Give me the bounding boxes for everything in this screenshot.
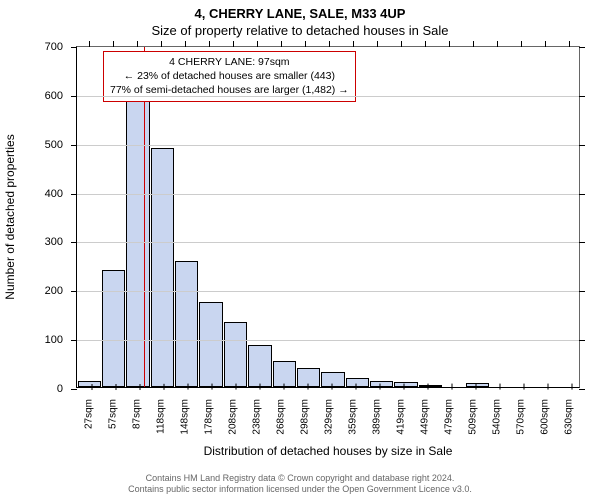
- x-tick-label: 238sqm: [252, 387, 263, 435]
- footer-line-2: Contains public sector information licen…: [0, 484, 600, 496]
- x-tick-label: 600sqm: [540, 387, 551, 435]
- x-tick-label: 359sqm: [348, 387, 359, 435]
- x-tick-mark-top: [377, 41, 378, 47]
- x-tick-mark-top: [233, 41, 234, 47]
- gridline: [77, 194, 579, 195]
- histogram-bar: [175, 261, 198, 387]
- x-tick-label: 570sqm: [516, 387, 527, 435]
- plot-area: 4 CHERRY LANE: 97sqm ← 23% of detached h…: [76, 46, 580, 388]
- chart-container: 4, CHERRY LANE, SALE, M33 4UP Size of pr…: [0, 0, 600, 500]
- x-tick-mark-top: [257, 41, 258, 47]
- y-tick-label: 700: [45, 41, 77, 53]
- x-tick-label: 118sqm: [156, 387, 167, 434]
- x-tick-mark-top: [401, 41, 402, 47]
- y-tick-mark-right: [579, 194, 585, 195]
- title-block: 4, CHERRY LANE, SALE, M33 4UP Size of pr…: [0, 0, 600, 38]
- x-tick-mark-top: [545, 41, 546, 47]
- histogram-bar: [199, 302, 222, 387]
- histogram-bar: [126, 96, 149, 387]
- gridline: [77, 340, 579, 341]
- annotation-line-1: 4 CHERRY LANE: 97sqm: [110, 55, 349, 69]
- footer-line-1: Contains HM Land Registry data © Crown c…: [0, 473, 600, 485]
- x-tick-mark-top: [497, 41, 498, 47]
- x-tick-label: 178sqm: [204, 387, 215, 435]
- y-tick-label: 600: [45, 90, 77, 102]
- y-tick-mark-right: [579, 145, 585, 146]
- y-tick-mark-right: [579, 340, 585, 341]
- attribution-footer: Contains HM Land Registry data © Crown c…: [0, 473, 600, 496]
- x-tick-label: 449sqm: [420, 387, 431, 435]
- x-axis-label: Distribution of detached houses by size …: [204, 444, 453, 458]
- x-tick-mark-top: [185, 41, 186, 47]
- x-tick-label: 630sqm: [564, 387, 575, 435]
- x-tick-mark-top: [137, 41, 138, 47]
- y-tick-mark-right: [579, 242, 585, 243]
- x-tick-mark-top: [329, 41, 330, 47]
- y-tick-label: 0: [57, 383, 77, 395]
- x-tick-label: 389sqm: [372, 387, 383, 435]
- x-tick-label: 87sqm: [132, 387, 143, 429]
- y-tick-label: 200: [45, 285, 77, 297]
- chart-main-title: 4, CHERRY LANE, SALE, M33 4UP: [0, 6, 600, 21]
- y-tick-mark-right: [579, 47, 585, 48]
- y-tick-mark-right: [579, 291, 585, 292]
- x-tick-label: 509sqm: [468, 387, 479, 435]
- gridline: [77, 96, 579, 97]
- annotation-box: 4 CHERRY LANE: 97sqm ← 23% of detached h…: [103, 51, 356, 102]
- histogram-bar: [346, 378, 369, 387]
- y-tick-label: 300: [45, 236, 77, 248]
- y-tick-label: 500: [45, 139, 77, 151]
- x-tick-mark-top: [425, 41, 426, 47]
- x-tick-mark-top: [209, 41, 210, 47]
- x-tick-label: 27sqm: [84, 387, 95, 429]
- y-tick-mark-right: [579, 389, 585, 390]
- x-tick-mark-top: [161, 41, 162, 47]
- x-tick-mark-top: [353, 41, 354, 47]
- x-tick-label: 479sqm: [444, 387, 455, 435]
- x-tick-label: 329sqm: [324, 387, 335, 435]
- x-tick-label: 298sqm: [300, 387, 311, 435]
- x-tick-label: 419sqm: [396, 387, 407, 435]
- x-tick-mark-top: [569, 41, 570, 47]
- chart-sub-title: Size of property relative to detached ho…: [0, 23, 600, 38]
- x-tick-label: 268sqm: [276, 387, 287, 435]
- histogram-bar: [321, 372, 344, 387]
- x-tick-label: 540sqm: [492, 387, 503, 435]
- annotation-line-2: ← 23% of detached houses are smaller (44…: [110, 69, 349, 83]
- x-tick-mark-top: [473, 41, 474, 47]
- gridline: [77, 145, 579, 146]
- x-tick-mark-top: [305, 41, 306, 47]
- y-axis-label: Number of detached properties: [3, 134, 17, 299]
- y-tick-label: 400: [45, 188, 77, 200]
- y-tick-mark-right: [579, 96, 585, 97]
- x-tick-mark-top: [113, 41, 114, 47]
- histogram-bar: [151, 148, 174, 387]
- x-tick-label: 57sqm: [108, 387, 119, 429]
- gridline: [77, 242, 579, 243]
- histogram-bar: [248, 345, 271, 387]
- x-tick-mark-top: [521, 41, 522, 47]
- x-tick-mark-top: [89, 41, 90, 47]
- x-tick-label: 148sqm: [180, 387, 191, 435]
- histogram-bar: [297, 368, 320, 387]
- histogram-bar: [102, 270, 125, 387]
- x-tick-mark-top: [281, 41, 282, 47]
- gridline: [77, 291, 579, 292]
- y-tick-label: 100: [45, 334, 77, 346]
- x-tick-label: 208sqm: [228, 387, 239, 435]
- x-tick-mark-top: [449, 41, 450, 47]
- histogram-bar: [224, 322, 247, 387]
